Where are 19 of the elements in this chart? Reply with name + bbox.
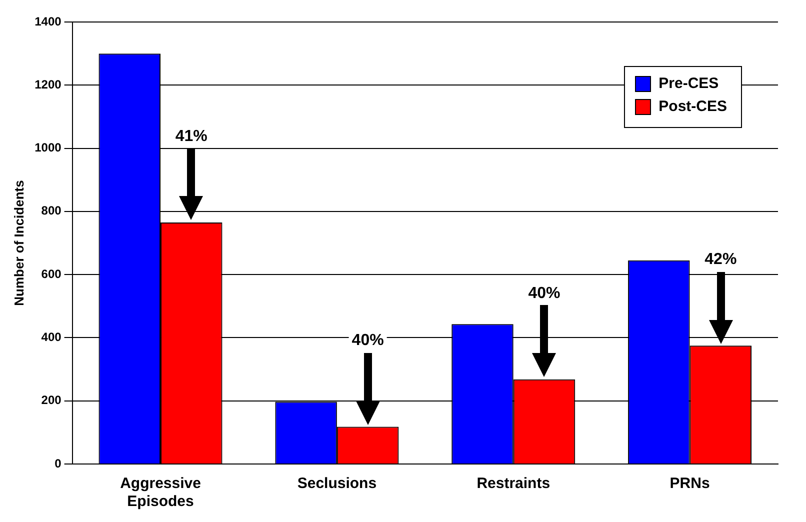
y-tick-label: 1000 [34, 140, 62, 155]
annotation: 41% [175, 128, 208, 145]
annotation: 40% [528, 284, 560, 302]
x-tick-label: Restraints [476, 475, 550, 492]
annotation: 40% [352, 332, 384, 350]
y-tick-label: 600 [41, 266, 62, 281]
y-tick-label: 1200 [34, 77, 62, 92]
y-axis-title: Number of Incidents [11, 180, 26, 306]
y-tick-label: 800 [41, 204, 62, 218]
y-tick-label: 400 [41, 330, 62, 344]
annotation: 42% [704, 251, 737, 268]
x-tick-label: Seclusions [297, 475, 377, 492]
x-tick-label: PRNs [670, 475, 710, 492]
legend-label: Pre-CES [658, 75, 719, 92]
legend-label: Post-CES [658, 98, 727, 115]
y-tick-label: 0 [54, 456, 62, 470]
y-tick-label: 200 [41, 393, 62, 408]
y-tick-label: 1400 [34, 14, 62, 28]
x-tick-label: Aggressive Episodes [120, 475, 201, 510]
